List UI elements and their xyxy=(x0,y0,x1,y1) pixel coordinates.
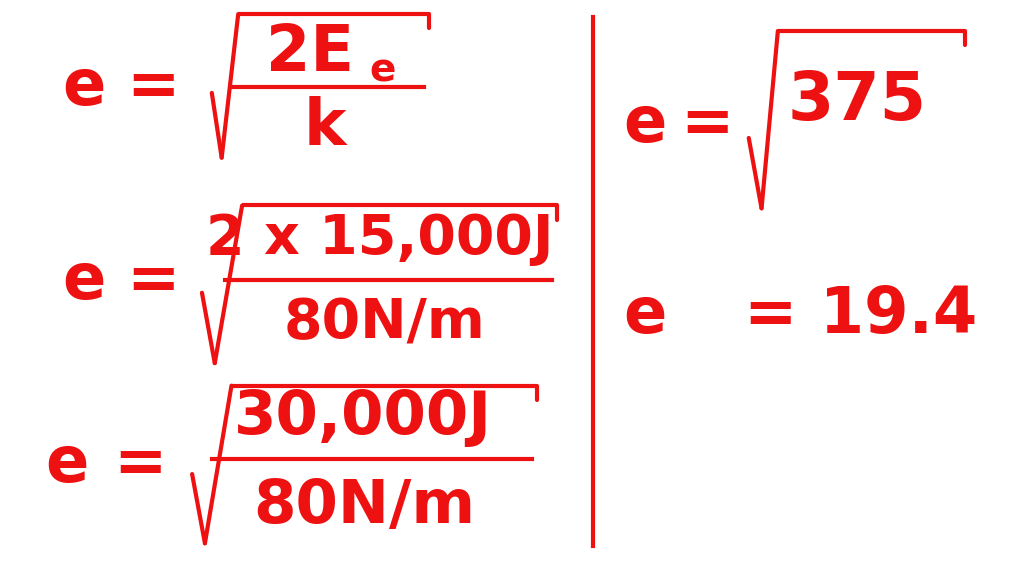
Text: =: = xyxy=(126,56,179,118)
Text: =: = xyxy=(113,434,167,495)
Text: e: e xyxy=(370,51,396,90)
Text: = 19.4: = 19.4 xyxy=(743,284,977,346)
Text: 80N/m: 80N/m xyxy=(254,477,475,536)
Text: 375: 375 xyxy=(787,68,927,135)
Text: e: e xyxy=(624,284,667,346)
Text: k: k xyxy=(304,96,346,158)
Text: 80N/m: 80N/m xyxy=(284,297,485,351)
Text: =: = xyxy=(126,251,179,312)
Text: e: e xyxy=(624,93,667,155)
Text: e: e xyxy=(62,56,105,118)
Text: e: e xyxy=(45,434,89,495)
Text: 2 x 15,000J: 2 x 15,000J xyxy=(206,212,553,266)
Text: 2E: 2E xyxy=(266,23,354,84)
Text: e: e xyxy=(62,251,105,312)
Text: =: = xyxy=(681,93,734,155)
Text: 30,000J: 30,000J xyxy=(233,388,492,447)
